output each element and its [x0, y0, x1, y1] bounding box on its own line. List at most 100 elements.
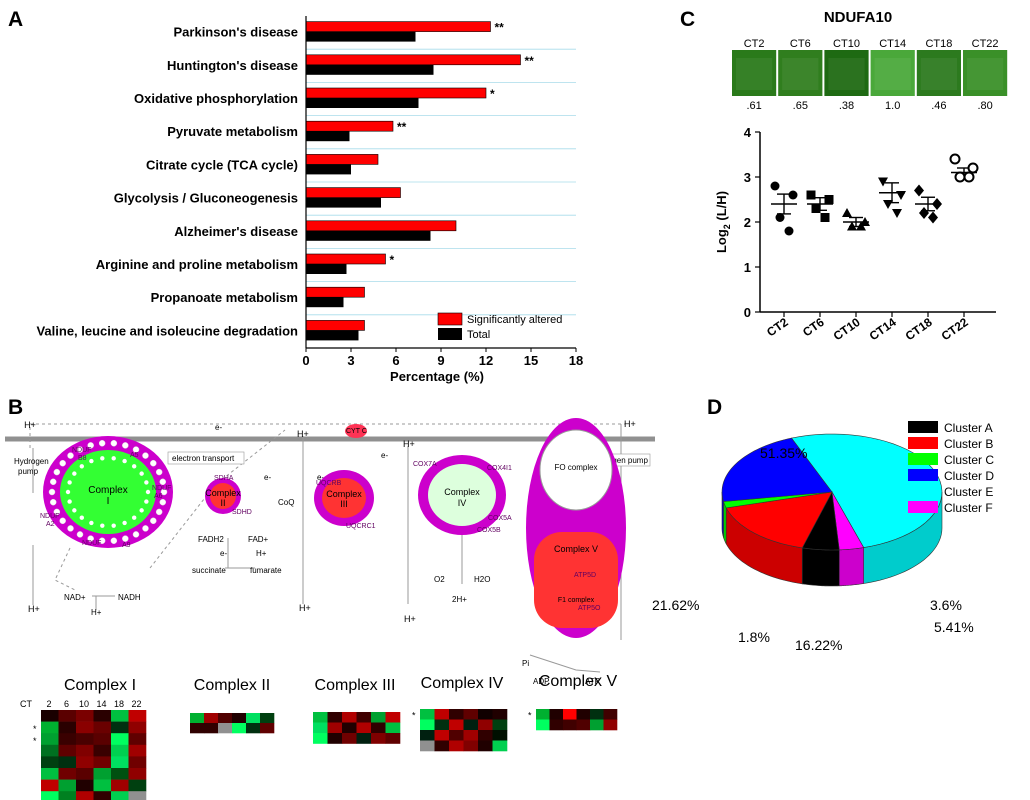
x-tick-label: 15: [524, 353, 538, 368]
svg-text:COX5A: COX5A: [488, 515, 512, 522]
heatmap-cell: [590, 709, 604, 720]
heatmap-cell: [58, 721, 77, 734]
heatmap-cell: [218, 713, 233, 724]
legend-swatch: [908, 469, 938, 481]
heatmap-cell: [128, 756, 147, 769]
svg-text:A6: A6: [154, 493, 163, 500]
category-label: Pyruvate metabolism: [167, 124, 298, 139]
legend-label: Cluster C: [944, 453, 994, 467]
panel-letter-d: D: [707, 396, 722, 419]
heatmap-cell: [93, 756, 112, 769]
heatmap-cell: [434, 740, 450, 752]
heatmap-cell: [76, 733, 94, 746]
nadh-label: NADH: [118, 593, 141, 602]
pie-slice: [723, 491, 833, 509]
heatmap-cell: [356, 722, 372, 734]
heatmap-cell: [536, 709, 550, 720]
svg-text:e-: e-: [220, 549, 227, 558]
bar-total: [306, 330, 359, 341]
proton-path-top: [29, 423, 625, 448]
significance-stars: *: [490, 87, 495, 101]
blot-lane-label: CT10: [833, 38, 860, 50]
heatmap-cell: [93, 710, 112, 722]
category-label: Valine, leucine and isoleucine degradati…: [36, 323, 298, 338]
heatmap-cell: [492, 709, 508, 720]
blot-lane-label: CT6: [790, 38, 811, 50]
data-point: [949, 153, 961, 165]
bar-total: [306, 131, 350, 142]
heatmap-cell: [58, 733, 77, 746]
x-tick-label: CT10: [831, 315, 863, 343]
heatmap-cell: [327, 733, 343, 744]
heatmap-cell: [549, 709, 564, 720]
heatmap-cell: [313, 712, 328, 723]
svg-text:A9: A9: [122, 542, 131, 549]
heatmap-cell: [420, 719, 435, 731]
heatmap-cell: [434, 719, 450, 731]
bar-total: [306, 230, 431, 241]
blot-value: .65: [793, 100, 808, 112]
data-point: [963, 171, 975, 183]
hplus-label: H+: [624, 419, 636, 429]
y-tick-label: 1: [744, 260, 751, 275]
heatmap-cell: [563, 709, 577, 720]
y-tick-label: 4: [744, 125, 752, 140]
data-point: [770, 181, 780, 191]
x-tick-label: CT18: [903, 315, 935, 343]
svg-text:B8: B8: [78, 455, 87, 462]
svg-text:O2: O2: [434, 575, 445, 584]
legend-label: Cluster A: [944, 421, 993, 435]
x-tick-label: 9: [437, 353, 444, 368]
legend-swatch: [437, 312, 463, 326]
bar-total: [306, 98, 419, 108]
heatmap-cell: [449, 719, 464, 731]
blot-value: .80: [977, 100, 992, 112]
western-blot-strip: CT2 .61 CT6 .65 CT10 .38 CT14 1.0 CT18 .46 CT22 .80: [732, 38, 1008, 112]
chart-c-title: NDUFA10: [824, 9, 892, 26]
heatmap-cell: [41, 733, 59, 746]
heatmap-cell: [385, 733, 401, 744]
heatmap-title: Complex V: [539, 673, 618, 690]
x-tick-label: 18: [569, 353, 583, 368]
bar-significant: [305, 187, 401, 198]
pie-slice-side: [838, 547, 864, 587]
y-tick-label: 2: [744, 215, 751, 230]
heatmap-cell: [76, 791, 94, 800]
pie-slice: [721, 437, 833, 502]
heatmap-cell: [218, 723, 233, 734]
svg-text:COX5B: COX5B: [477, 527, 501, 534]
heatmap-cell: [463, 719, 479, 731]
pie-percent-label: 1.8%: [738, 629, 770, 645]
data-point: [824, 195, 834, 204]
blot-value: .61: [746, 100, 761, 112]
hplus-label: H+: [404, 614, 416, 624]
svg-text:Complex V: Complex V: [554, 544, 598, 554]
x-tick-label: 12: [479, 353, 493, 368]
data-point: [919, 207, 929, 219]
svg-text:ADP: ADP: [533, 677, 549, 686]
heatmap-cell: [93, 791, 112, 800]
significance-stars: *: [33, 724, 37, 734]
heatmap-cell: [111, 768, 129, 780]
significance-stars: *: [528, 711, 532, 721]
heatmap-cell: [232, 713, 247, 724]
heatmap-cell: [313, 722, 328, 734]
data-point: [954, 171, 966, 183]
pie-chart-clusters: 51.35% 3.6% 5.41% 16.22% 1.8% 21.62% Cluster A…: [652, 421, 994, 653]
blot-value: 1.0: [885, 100, 900, 112]
heatmap-cell: [420, 709, 435, 720]
heatmap-cell: [313, 733, 328, 744]
heatmap-cell: [58, 791, 77, 800]
heatmap-cell: [356, 712, 372, 723]
svg-text:H+: H+: [256, 549, 267, 558]
heatmap-cell: [356, 733, 372, 744]
heatmap-cell: [478, 719, 493, 731]
blot-lane-label: CT18: [925, 38, 952, 50]
bar-total: [306, 164, 351, 175]
heatmap-cell: [111, 744, 129, 757]
data-point: [806, 190, 816, 200]
pie-percent-label: 3.6%: [930, 597, 962, 613]
svg-text:FO complex: FO complex: [554, 463, 597, 472]
y-tick-label: 0: [744, 305, 751, 320]
